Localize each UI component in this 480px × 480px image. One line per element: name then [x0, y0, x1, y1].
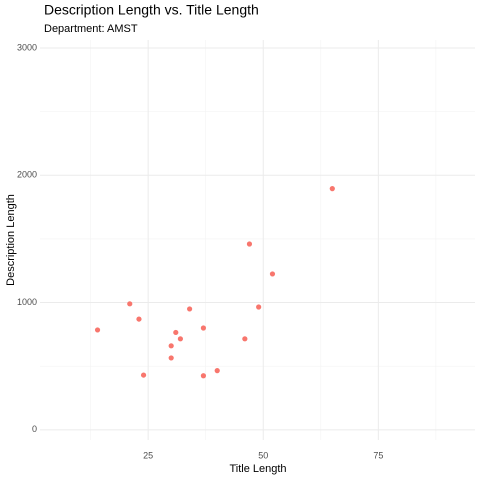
- point: [140, 372, 147, 378]
- point: [246, 241, 253, 247]
- y-tick-label: 2000: [17, 170, 37, 180]
- point: [173, 329, 179, 336]
- point: [127, 301, 133, 307]
- point: [200, 325, 207, 331]
- point: [136, 316, 142, 322]
- point: [168, 355, 174, 361]
- x-axis-label: Title Length: [229, 463, 286, 475]
- point: [168, 343, 174, 349]
- point: [177, 336, 183, 342]
- chart-subtitle: Department: AMST: [44, 23, 138, 35]
- points: [94, 186, 335, 379]
- chart-title: Description Length vs. Title Length: [44, 2, 259, 18]
- x-tick-label: 75: [373, 450, 383, 460]
- point: [94, 327, 101, 333]
- point: [269, 271, 276, 277]
- y-tick-label: 3000: [17, 42, 37, 52]
- point: [242, 336, 248, 342]
- point: [187, 306, 193, 312]
- grid: [40, 40, 475, 440]
- y-tick-label: 0: [32, 424, 37, 434]
- point: [329, 186, 335, 192]
- x-tick-label: 50: [258, 450, 268, 460]
- point: [256, 304, 262, 310]
- x-tick-label: 25: [143, 450, 153, 460]
- point: [200, 373, 207, 379]
- y-tick-label: 1000: [17, 297, 37, 307]
- point: [214, 368, 220, 374]
- y-axis-label: Description Length: [5, 194, 17, 286]
